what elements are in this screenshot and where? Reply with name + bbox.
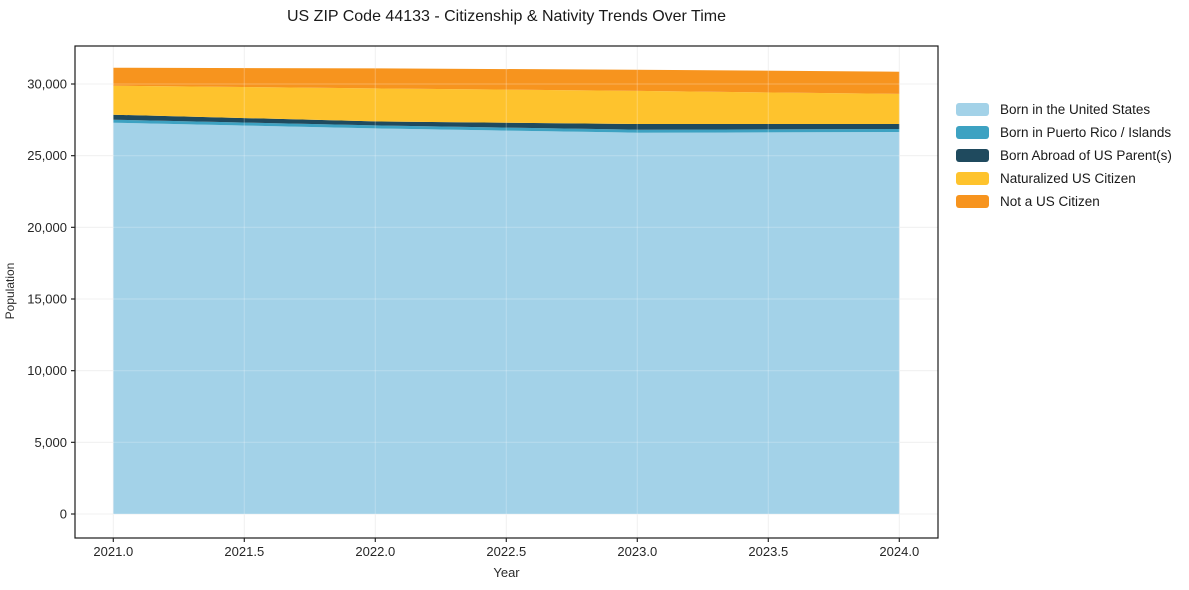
legend-item-born-in-puerto-rico-islands: Born in Puerto Rico / Islands <box>956 124 1172 140</box>
area-born-in-puerto-rico-islands <box>113 119 900 133</box>
legend-label: Born Abroad of US Parent(s) <box>1000 147 1172 163</box>
legend-item-born-abroad-of-us-parent-s: Born Abroad of US Parent(s) <box>956 147 1172 163</box>
legend-item-not-a-us-citizen: Not a US Citizen <box>956 193 1172 209</box>
chart-title: US ZIP Code 44133 - Citizenship & Nativi… <box>287 8 726 25</box>
y-tick-label: 30,000 <box>27 77 67 92</box>
y-axis-label: Population <box>3 262 17 320</box>
x-tick-label: 2022.0 <box>355 544 395 559</box>
legend-swatch-icon <box>956 148 989 162</box>
x-tick-label: 2022.5 <box>486 544 526 559</box>
x-tick-label: 2024.0 <box>879 544 919 559</box>
x-axis-label: Year <box>493 565 520 580</box>
x-tick-label: 2023.5 <box>748 544 788 559</box>
y-tick-label: 5,000 <box>34 435 67 450</box>
legend: Born in the United States Born in Puerto … <box>956 102 1172 217</box>
y-tick-label: 20,000 <box>27 220 67 235</box>
x-tick-label: 2023.0 <box>617 544 657 559</box>
y-tick-label: 0 <box>60 507 67 522</box>
area-born-abroad-of-us-parent-s <box>113 114 900 130</box>
legend-label: Born in Puerto Rico / Islands <box>1000 124 1172 140</box>
y-tick-label: 15,000 <box>27 292 67 307</box>
legend-label: Not a US Citizen <box>1000 193 1100 209</box>
legend-swatch-icon <box>956 102 989 116</box>
legend-item-naturalized-us-citizen: Naturalized US Citizen <box>956 170 1172 186</box>
legend-swatch-icon <box>956 194 989 208</box>
legend-swatch-icon <box>956 171 989 185</box>
legend-item-born-in-the-united-states: Born in the United States <box>956 101 1172 117</box>
area-born-in-the-united-states <box>113 122 900 514</box>
x-tick-label: 2021.0 <box>93 544 133 559</box>
area-not-a-us-citizen <box>113 67 900 94</box>
legend-label: Born in the United States <box>1000 101 1151 117</box>
area-naturalized-us-citizen <box>113 85 900 124</box>
y-tick-label: 25,000 <box>27 148 67 163</box>
x-tick-label: 2021.5 <box>224 544 264 559</box>
y-tick-label: 10,000 <box>27 363 67 378</box>
legend-label: Naturalized US Citizen <box>1000 170 1136 186</box>
legend-swatch-icon <box>956 125 989 139</box>
